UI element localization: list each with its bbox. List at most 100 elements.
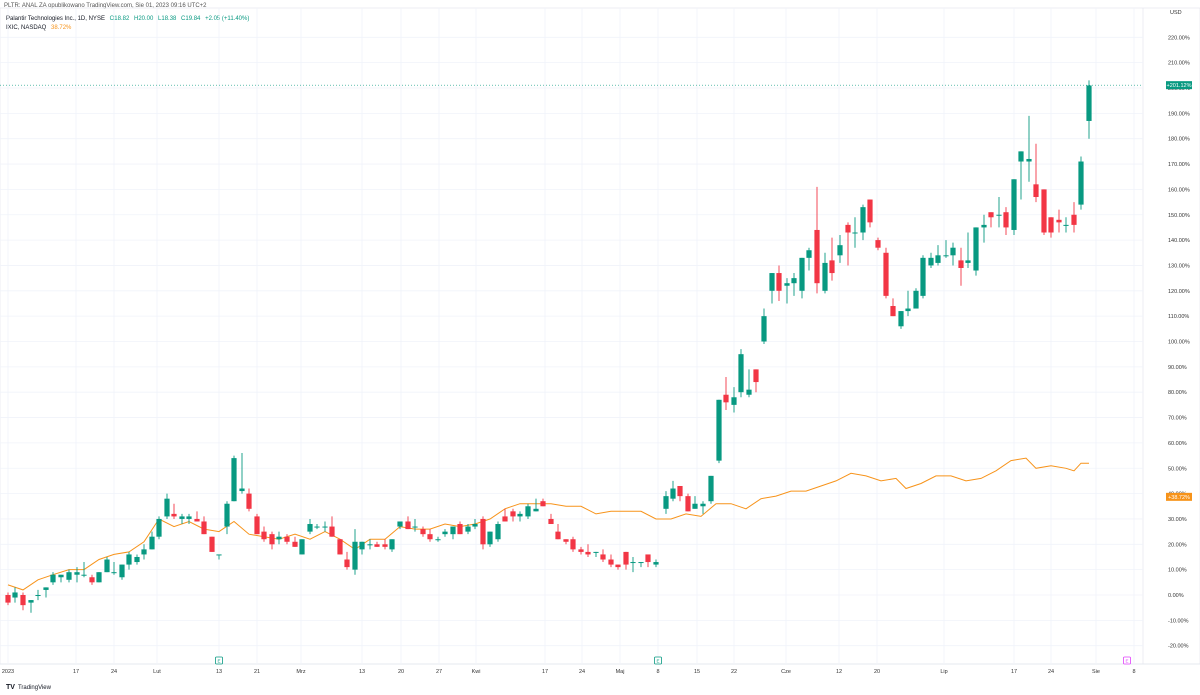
candle	[156, 516, 162, 540]
candle	[1011, 179, 1017, 236]
candle-body	[563, 539, 569, 542]
candle-body	[1048, 217, 1054, 233]
candle-body	[487, 531, 493, 545]
y-tick-label: -20.00%	[1168, 644, 1189, 650]
candle-body	[12, 592, 18, 598]
candle	[1078, 156, 1084, 210]
candle-body	[533, 508, 539, 512]
candle-body	[224, 503, 230, 527]
candle-body	[5, 595, 11, 603]
candle	[806, 247, 812, 271]
candle	[623, 551, 629, 570]
candle-body	[784, 283, 790, 286]
tradingview-logo-icon[interactable]: TV	[6, 684, 15, 691]
candle	[367, 539, 373, 550]
time-axis[interactable]: 2023 17 24 Lut 13 21 Mrz 13 20 27 Kwi 17 24 Maj 8 15 22 C…	[2, 669, 1136, 675]
candle	[852, 217, 858, 248]
y-tick-label: 170.00%	[1168, 162, 1190, 168]
candle-body	[883, 252, 889, 296]
x-tick-label: 12	[836, 669, 842, 675]
candle	[585, 544, 591, 557]
candle-body	[216, 554, 222, 556]
x-tick-label: 17	[73, 669, 79, 675]
candle-body	[480, 518, 486, 545]
candle-body	[141, 549, 147, 555]
x-tick-label: 20	[398, 669, 404, 675]
svg-text:+38.72%: +38.72%	[1168, 495, 1190, 501]
compare-symbol-row: IXIC, NASDAQ 38.72%	[6, 24, 252, 33]
candle	[58, 574, 64, 583]
x-tick-label: 21	[254, 669, 260, 675]
candle	[96, 572, 102, 583]
candle	[860, 204, 866, 241]
candle-body	[716, 399, 722, 461]
candle	[442, 529, 448, 537]
candle-body	[615, 564, 621, 568]
candle-body	[307, 524, 313, 532]
candle-body	[623, 551, 629, 565]
candle	[194, 511, 200, 522]
footer-brand[interactable]: TradingView	[17, 684, 51, 691]
candle	[1071, 202, 1077, 233]
x-tick-label: 20	[874, 669, 880, 675]
y-tick-label: 10.00%	[1168, 568, 1187, 574]
y-tick-label: 100.00%	[1168, 340, 1190, 346]
svg-text:E: E	[656, 659, 659, 664]
close-value: C19.84	[181, 16, 201, 22]
price-axis[interactable]: 220.00%210.00%200.00%190.00%180.00%170.0…	[1168, 10, 1190, 650]
candle	[254, 513, 260, 535]
candle-body	[435, 539, 441, 541]
candle-body	[988, 212, 994, 218]
candle	[670, 480, 676, 502]
candle	[638, 562, 644, 568]
candle-body	[905, 308, 911, 312]
x-tick-label: 17	[542, 669, 548, 675]
candle-body	[186, 516, 192, 519]
candle-body	[81, 574, 87, 576]
candle	[677, 485, 683, 502]
candle	[958, 247, 964, 286]
candle	[769, 273, 775, 304]
x-tick-label: 8	[656, 669, 659, 675]
candle	[179, 513, 185, 525]
candle	[81, 562, 87, 578]
y-tick-label: 90.00%	[1168, 365, 1187, 371]
candle	[329, 516, 335, 537]
x-tick-label: 22	[731, 669, 737, 675]
candle	[239, 453, 245, 494]
candle	[837, 235, 843, 263]
x-tick-label: 13	[359, 669, 365, 675]
x-tick-label: Sie	[1092, 669, 1100, 675]
symbol-title[interactable]: Palantir Technologies Inc., 1D, NYSE	[6, 16, 105, 22]
candle	[692, 496, 698, 509]
candle	[753, 369, 759, 393]
candle	[533, 498, 539, 512]
candle	[829, 237, 835, 281]
candle-body	[231, 458, 237, 502]
candle-body	[540, 501, 546, 507]
candle	[405, 516, 411, 530]
candle-body	[337, 539, 343, 555]
candle	[427, 529, 433, 542]
candle	[570, 536, 576, 552]
publisher-line: PLTR: ANAL ZA opublikowano TradingView.c…	[4, 3, 207, 9]
candle-body	[1041, 189, 1047, 233]
candle-body	[585, 551, 591, 555]
high-value: H20.00	[133, 16, 154, 22]
candle	[12, 587, 18, 603]
y-tick-label: 220.00%	[1168, 35, 1190, 41]
candle-body	[126, 554, 132, 565]
candle-body	[367, 544, 373, 546]
candle	[738, 349, 744, 398]
candle	[525, 503, 531, 519]
candle	[716, 399, 722, 464]
candle-body	[1018, 151, 1024, 162]
candle	[1041, 189, 1047, 236]
compare-symbol-title[interactable]: IXIC, NASDAQ	[6, 25, 47, 31]
candle-body	[548, 518, 554, 525]
candle	[1086, 80, 1092, 139]
candle	[472, 518, 478, 530]
candle-body	[1078, 161, 1084, 205]
svg-text:+201.12%: +201.12%	[1167, 83, 1192, 89]
